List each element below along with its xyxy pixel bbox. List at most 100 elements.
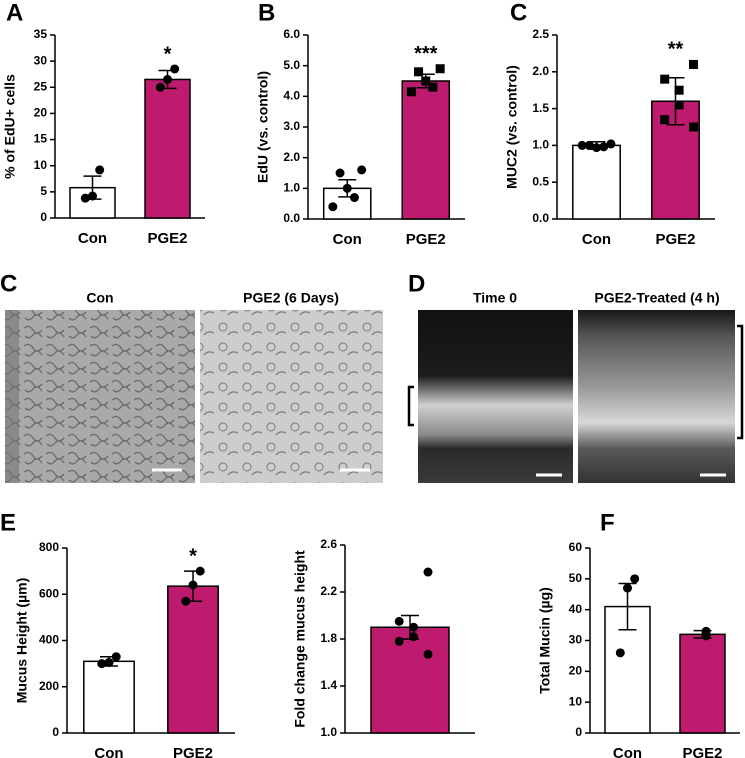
significance: ** [668, 39, 684, 61]
x-tick-label: PGE2 [682, 745, 722, 758]
y-tick-label: 50 [569, 571, 583, 585]
data-point [195, 566, 205, 576]
image-panel-c: C Con PGE2 (6 Days) [0, 270, 383, 483]
x-tick-label: Con [94, 745, 123, 758]
data-point [155, 82, 165, 92]
y-tick-label: 1.8 [320, 631, 337, 645]
image-panel-d: D Time 0 PGE2-Treated (4 h) [407, 270, 744, 483]
data-point [88, 191, 97, 201]
bracket [407, 385, 414, 427]
data-point [394, 616, 404, 626]
data-point [606, 139, 616, 149]
panel-letter: F [600, 509, 615, 536]
bar [572, 144, 621, 220]
panel-letter: E [0, 509, 16, 536]
data-point [414, 67, 424, 77]
data-point [423, 567, 433, 577]
y-tick-label: 6.0 [283, 27, 300, 41]
data-point [428, 82, 438, 92]
micrograph [5, 310, 195, 483]
image-caption: Con [86, 290, 113, 306]
bar [679, 633, 726, 734]
x-tick-label: PGE2 [173, 745, 213, 758]
panel-letter: B [258, 0, 275, 26]
panel-letter: A [6, 0, 23, 26]
y-tick-label: 15 [34, 132, 48, 146]
y-tick-label: 30 [569, 633, 583, 647]
y-tick-label: 2.0 [283, 150, 300, 164]
y-tick-label: 60 [569, 540, 583, 554]
y-tick-label: 0.0 [532, 211, 549, 225]
data-point [615, 648, 625, 658]
data-point [97, 659, 107, 669]
panel-letter: C [510, 0, 527, 26]
x-tick-label: Con [613, 745, 642, 758]
data-point [584, 140, 594, 150]
y-tick-label: 20 [569, 664, 583, 678]
data-point [577, 140, 587, 150]
y-tick-label: 600 [39, 586, 59, 600]
y-axis-label: MUC2 (vs. control) [504, 65, 520, 189]
data-point [349, 193, 359, 203]
y-tick-label: 40 [569, 602, 583, 616]
bar [144, 78, 191, 219]
data-point [701, 631, 711, 641]
data-point [592, 143, 601, 153]
y-tick-label: 10 [34, 158, 48, 172]
x-tick-label: Con [582, 231, 611, 248]
data-point [435, 64, 445, 74]
significance: * [164, 43, 172, 65]
bar [83, 660, 135, 734]
y-tick-label: 3.0 [283, 119, 300, 133]
micrograph [200, 310, 383, 483]
data-point [623, 583, 632, 593]
data-point [328, 202, 338, 212]
y-tick-label: 200 [39, 679, 59, 693]
data-point [357, 165, 367, 175]
y-tick-label: 4.0 [283, 89, 300, 103]
y-tick-label: 0.5 [532, 174, 549, 188]
y-tick-label: 25 [34, 79, 48, 93]
y-tick-label: 1.0 [532, 138, 549, 152]
data-point [95, 165, 105, 175]
image-caption: PGE2-Treated (4 h) [594, 290, 719, 306]
bar [69, 186, 116, 219]
y-tick-label: 1.0 [283, 181, 300, 195]
image-caption: PGE2 (6 Days) [243, 290, 339, 306]
data-point [406, 87, 416, 97]
y-axis-label: EdU (vs. control) [255, 71, 271, 183]
x-tick-label: PGE2 [406, 231, 446, 248]
y-tick-label: 800 [39, 540, 59, 554]
data-point [599, 142, 609, 152]
y-tick-label: 0 [575, 725, 582, 739]
bar [167, 585, 219, 734]
y-tick-label: 2.5 [532, 27, 549, 41]
y-tick-label: 400 [39, 633, 59, 647]
y-tick-label: 2.6 [320, 537, 337, 551]
y-tick-label: 2.2 [320, 584, 337, 598]
data-point [342, 183, 352, 193]
y-axis-label: Fold change mucus height [292, 550, 308, 728]
significance: *** [414, 43, 438, 65]
data-point [689, 59, 698, 69]
y-tick-label: 20 [34, 106, 48, 120]
data-point [188, 580, 198, 590]
micrograph [418, 310, 573, 483]
bar [401, 80, 451, 220]
y-tick-label: 10 [569, 694, 583, 708]
x-tick-label: Con [78, 230, 107, 247]
y-tick-label: 35 [34, 27, 48, 41]
data-point [674, 100, 684, 110]
x-tick-label: PGE2 [655, 231, 695, 248]
x-tick-label: PGE2 [147, 230, 187, 247]
data-point [181, 596, 191, 606]
micrograph [578, 310, 735, 483]
micrograph-edge [5, 310, 19, 483]
y-tick-label: 5.0 [283, 58, 300, 72]
y-tick-label: 0 [52, 725, 59, 739]
y-tick-label: 1.5 [532, 101, 549, 115]
panel-letter: C [0, 270, 17, 297]
data-point [409, 632, 419, 642]
data-point [660, 74, 670, 84]
